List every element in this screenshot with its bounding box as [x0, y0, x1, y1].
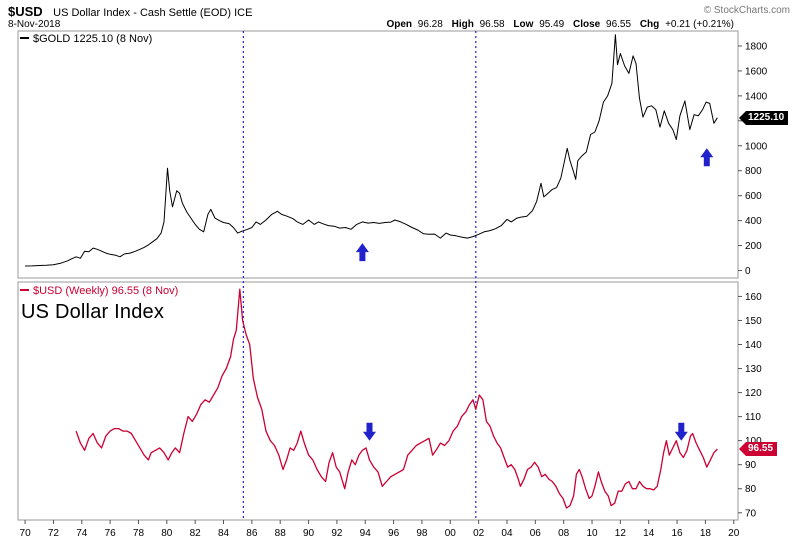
x-axis-label: 16 — [671, 528, 683, 539]
chart-subheader: 8-Nov-2018 Open 96.28 High 96.58 Low 95.… — [8, 19, 792, 31]
chg-value: +0.21 (+0.21%) — [665, 19, 734, 30]
gold-series-line — [25, 34, 718, 267]
x-axis-label: 76 — [105, 528, 117, 539]
x-axis-label: 88 — [275, 528, 287, 539]
blue-arrow-up-icon — [700, 148, 714, 167]
x-axis-label: 06 — [530, 528, 542, 539]
chart-title: US Dollar Index - Cash Settle (EOD) ICE — [53, 7, 253, 19]
chart-date: 8-Nov-2018 — [8, 19, 61, 30]
y-axis-label: 70 — [745, 508, 757, 519]
usd-series-line — [75, 288, 718, 509]
usd-panel — [17, 281, 739, 521]
usd-legend-label: $USD (Weekly) 96.55 (8 Nov) — [33, 285, 179, 297]
usd-legend: $USD (Weekly) 96.55 (8 Nov) — [20, 285, 178, 297]
close-label: Close — [573, 19, 601, 30]
x-axis-label: 18 — [700, 528, 712, 539]
x-axis-label: 10 — [586, 528, 598, 539]
x-axis-label: 74 — [76, 528, 88, 539]
high-label: High — [451, 19, 474, 30]
y-axis-label: 110 — [745, 412, 761, 423]
gold-panel — [17, 30, 739, 279]
open-label: Open — [386, 19, 412, 30]
y-axis-label: 400 — [745, 216, 762, 227]
x-axis-label: 84 — [218, 528, 230, 539]
x-axis-label: 78 — [133, 528, 145, 539]
y-axis-label: 600 — [745, 191, 762, 202]
x-axis-label: 00 — [445, 528, 457, 539]
y-axis-label: 0 — [745, 266, 751, 277]
blue-arrow-up-icon — [355, 243, 369, 262]
quote-line: Open 96.28 High 96.58 Low 95.49 Close 96… — [380, 19, 734, 30]
y-axis-label: 1000 — [745, 141, 768, 152]
x-axis-label: 02 — [473, 528, 485, 539]
y-axis-label: 800 — [745, 166, 762, 177]
x-axis-label: 72 — [48, 528, 60, 539]
y-axis-label: 80 — [745, 484, 757, 495]
x-axis-label: 08 — [558, 528, 570, 539]
blue-arrow-down-icon — [363, 422, 376, 441]
usd-price-tag: 96.55 — [739, 442, 778, 456]
usd-panel-title: US Dollar Index — [21, 301, 165, 323]
y-axis-label: 100 — [745, 436, 762, 447]
y-axis-label: 90 — [745, 460, 757, 471]
y-axis-label: 130 — [745, 364, 762, 375]
high-value: 96.58 — [479, 19, 505, 30]
x-axis-label: 14 — [643, 528, 655, 539]
x-axis-label: 96 — [388, 528, 400, 539]
low-label: Low — [513, 19, 534, 30]
x-axis-label: 04 — [501, 528, 513, 539]
x-axis-label: 82 — [190, 528, 202, 539]
x-axis-label: 20 — [728, 528, 740, 539]
low-value: 95.49 — [539, 19, 565, 30]
copyright: © StockCharts.com — [703, 5, 790, 16]
x-axis-label: 12 — [615, 528, 627, 539]
y-axis-label: 200 — [745, 241, 762, 252]
y-axis-label: 1800 — [745, 41, 768, 52]
y-axis-label: 150 — [745, 316, 762, 327]
x-axis-label: 90 — [303, 528, 315, 539]
usd-line-sample-icon — [20, 289, 29, 292]
x-axis-label: 98 — [416, 528, 428, 539]
close-value: 96.55 — [606, 19, 632, 30]
y-axis-label: 1600 — [745, 66, 768, 77]
x-axis-label: 92 — [331, 528, 343, 539]
chg-label: Chg — [639, 19, 660, 30]
x-axis-label: 80 — [161, 528, 173, 539]
x-axis-label: 86 — [246, 528, 258, 539]
blue-arrow-down-icon — [674, 422, 688, 441]
gold-legend: $GOLD 1225.10 (8 Nov) — [20, 33, 152, 45]
x-axis-label: 70 — [20, 528, 32, 539]
y-axis-label: 160 — [745, 292, 762, 303]
chart-symbol: $USD — [8, 4, 43, 19]
gold-legend-label: $GOLD 1225.10 (8 Nov) — [33, 33, 153, 45]
open-value: 96.28 — [417, 19, 443, 30]
chart-header: $USD US Dollar Index - Cash Settle (EOD)… — [8, 3, 792, 19]
gold-line-sample-icon — [20, 37, 29, 40]
y-axis-label: 1400 — [745, 91, 768, 102]
y-axis-label: 120 — [745, 388, 762, 399]
x-axis-label: 94 — [360, 528, 372, 539]
y-axis-label: 140 — [745, 340, 762, 351]
gold-price-tag: 1225.10 — [739, 111, 789, 125]
